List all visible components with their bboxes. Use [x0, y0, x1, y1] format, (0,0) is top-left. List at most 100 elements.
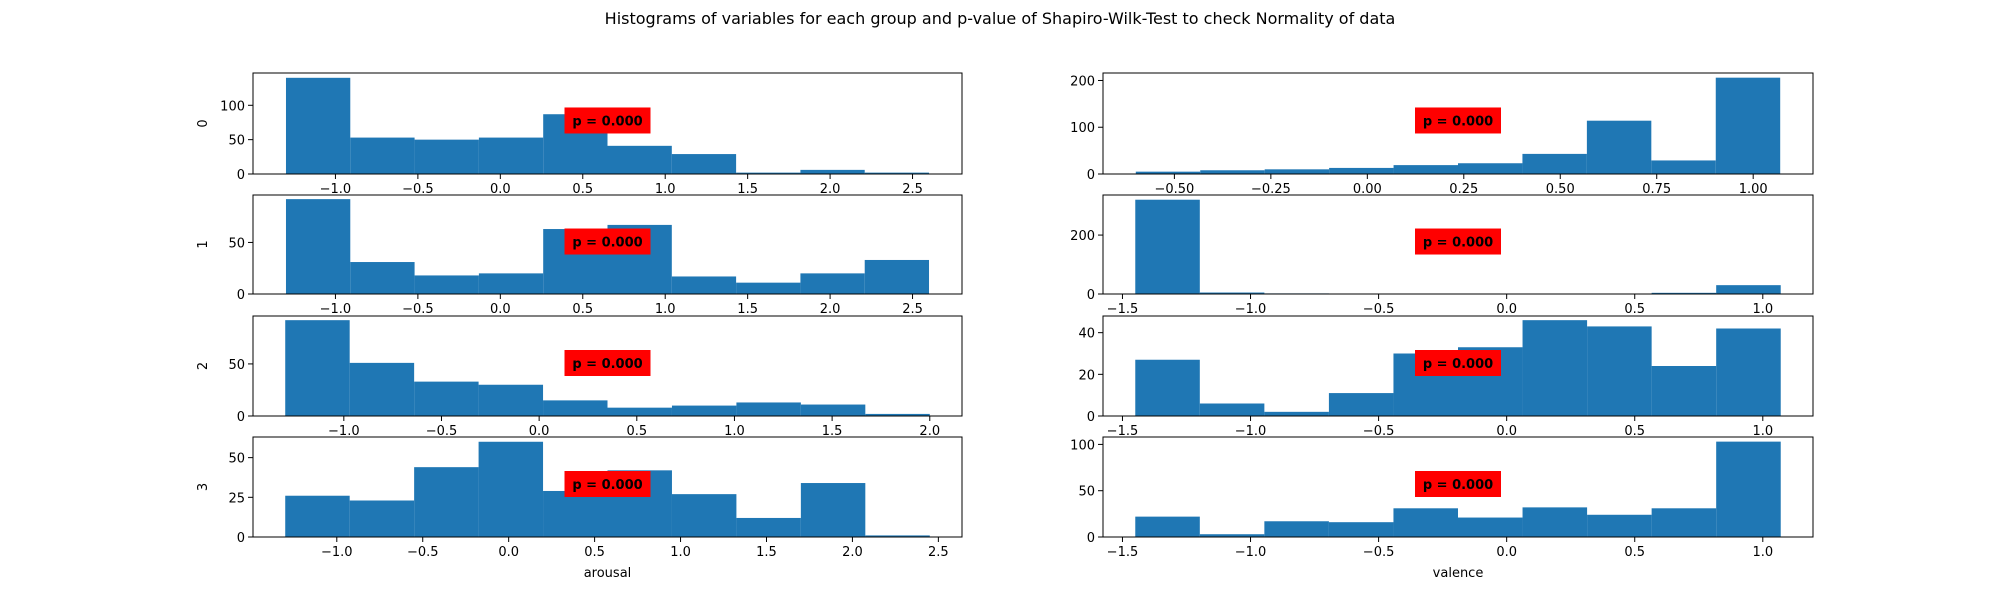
p-value-box [564, 350, 651, 376]
y-tick-label: 50 [228, 358, 245, 373]
p-value-label: p = 0.000 [572, 357, 642, 372]
p-value-box [1415, 350, 1501, 376]
x-tick-label: −1.0 [320, 182, 352, 197]
y-tick-label: 0 [237, 531, 245, 546]
x-tick-label: −0.5 [407, 545, 439, 560]
histogram-bar [1135, 359, 1200, 416]
histogram-bar [349, 500, 415, 537]
y-tick-label: 50 [228, 134, 245, 149]
histogram-bar [736, 402, 801, 416]
x-tick-label: −1.5 [1107, 545, 1139, 560]
histogram-bar [1651, 366, 1717, 416]
histogram-bar [800, 169, 865, 174]
p-value-label: p = 0.000 [572, 236, 642, 251]
histogram-bar [414, 139, 479, 174]
axes-frame [1102, 72, 1814, 175]
x-tick-label: −0.50 [1154, 182, 1194, 197]
histogram-bar [1587, 514, 1652, 537]
subplot-valence-group-0: −0.50 −0.25 0.00 0.25 0.50 0.75 1.00 0 100 200 p =… [1070, 72, 1814, 197]
p-value-label: p = 0.000 [1423, 114, 1493, 129]
y-tick-label: 25 [228, 491, 245, 506]
x-tick-label: −1.5 [1107, 424, 1139, 439]
histogram-bar [671, 154, 737, 174]
y-axis-label: 1 [196, 240, 211, 248]
histogram-bar [607, 145, 672, 174]
histogram-bar [800, 404, 866, 416]
histogram-bar [1522, 507, 1588, 537]
x-tick-label: −1.0 [321, 545, 353, 560]
x-tick-label: 1.0 [655, 302, 676, 317]
histogram-bar [1586, 120, 1652, 174]
histogram-bar [1393, 508, 1458, 537]
histogram-bar [1328, 522, 1394, 537]
axes-frame [1102, 315, 1814, 417]
y-tick-label: 0 [237, 168, 245, 183]
histogram-bar [478, 384, 544, 416]
x-tick-label: −1.0 [1235, 545, 1267, 560]
p-value-box [564, 228, 651, 255]
y-tick-label: 50 [228, 452, 245, 467]
histogram-bar [1458, 163, 1523, 174]
histogram-bar [736, 517, 801, 537]
x-tick-label: −1.0 [1235, 302, 1267, 317]
x-tick-label: 0.25 [1449, 182, 1478, 197]
y-tick-label: 0 [1087, 288, 1095, 303]
histogram-bar [1264, 411, 1329, 416]
axes-frame [252, 315, 963, 417]
y-tick-label: 0 [1087, 531, 1095, 546]
histogram-bar [1651, 160, 1716, 174]
x-tick-label: 0.5 [1624, 424, 1645, 439]
histogram-bar [285, 199, 351, 294]
histogram-bar [1522, 153, 1587, 174]
x-tick-label: −1.5 [1107, 302, 1139, 317]
x-tick-label: 0.0 [529, 424, 550, 439]
x-tick-label: 0.5 [572, 302, 593, 317]
axes-frame [252, 72, 963, 175]
histogram-bar [1458, 517, 1523, 537]
histogram-bar [671, 405, 737, 416]
p-value-label: p = 0.000 [572, 478, 642, 493]
histogram-bar [543, 490, 608, 537]
axes-frame [1102, 436, 1814, 538]
x-tick-label: 1.5 [737, 302, 758, 317]
subplot-valence-group-2: −1.5 −1.0 −0.5 0.0 0.5 1.0 0 20 40 p = 0.000 [1078, 315, 1814, 439]
p-value-box [1415, 471, 1501, 497]
x-tick-label: 1.0 [655, 182, 676, 197]
y-axis-label: 3 [196, 483, 211, 491]
x-tick-label: −0.5 [402, 182, 434, 197]
subplot-arousal-group-0: −1.0 −0.5 0.0 0.5 1.0 1.5 2.0 2.5 0 50 100 0 p = 0.0… [196, 72, 963, 197]
histogram-bar [800, 483, 866, 537]
x-tick-label: 0.0 [490, 182, 511, 197]
subplot-arousal-group-1: −1.0 −0.5 0.0 0.5 1.0 1.5 2.0 2.5 0 50 1 p = 0.000 [196, 194, 963, 317]
histogram-bar [1328, 393, 1394, 416]
x-axis-label: valence [1433, 566, 1484, 581]
histogram-bar [414, 275, 479, 294]
x-tick-label: 2.0 [842, 545, 863, 560]
y-tick-label: 0 [1087, 168, 1095, 183]
y-tick-label: 100 [220, 99, 245, 114]
p-value-box [1415, 107, 1501, 134]
axes-frame [252, 436, 963, 538]
x-tick-label: 0.0 [490, 302, 511, 317]
p-value-box [564, 107, 651, 134]
x-tick-label: 0.75 [1642, 182, 1671, 197]
histogram-bar [1716, 285, 1781, 294]
x-tick-label: 0.0 [1496, 302, 1517, 317]
x-tick-label: −0.5 [402, 302, 434, 317]
histogram-bar [543, 400, 608, 416]
x-tick-label: 0.5 [572, 182, 593, 197]
histogram-bar [1200, 170, 1265, 174]
histogram-bar [865, 535, 930, 537]
subplot-valence-group-3: −1.5 −1.0 −0.5 0.0 0.5 1.0 0 50 100 valence p = 0.… [1070, 436, 1814, 581]
x-tick-label: −0.5 [426, 424, 458, 439]
y-tick-label: 200 [1070, 74, 1095, 89]
histogram-bar [1329, 167, 1394, 174]
histogram-bar [1264, 521, 1329, 537]
histogram-bar [285, 320, 350, 416]
histogram-bar [1264, 169, 1330, 174]
histogram-bar [1651, 508, 1717, 537]
histogram-bar [414, 381, 479, 416]
x-axis-label: arousal [584, 566, 632, 581]
histogram-bar [478, 137, 544, 174]
x-tick-label: 2.0 [820, 182, 841, 197]
